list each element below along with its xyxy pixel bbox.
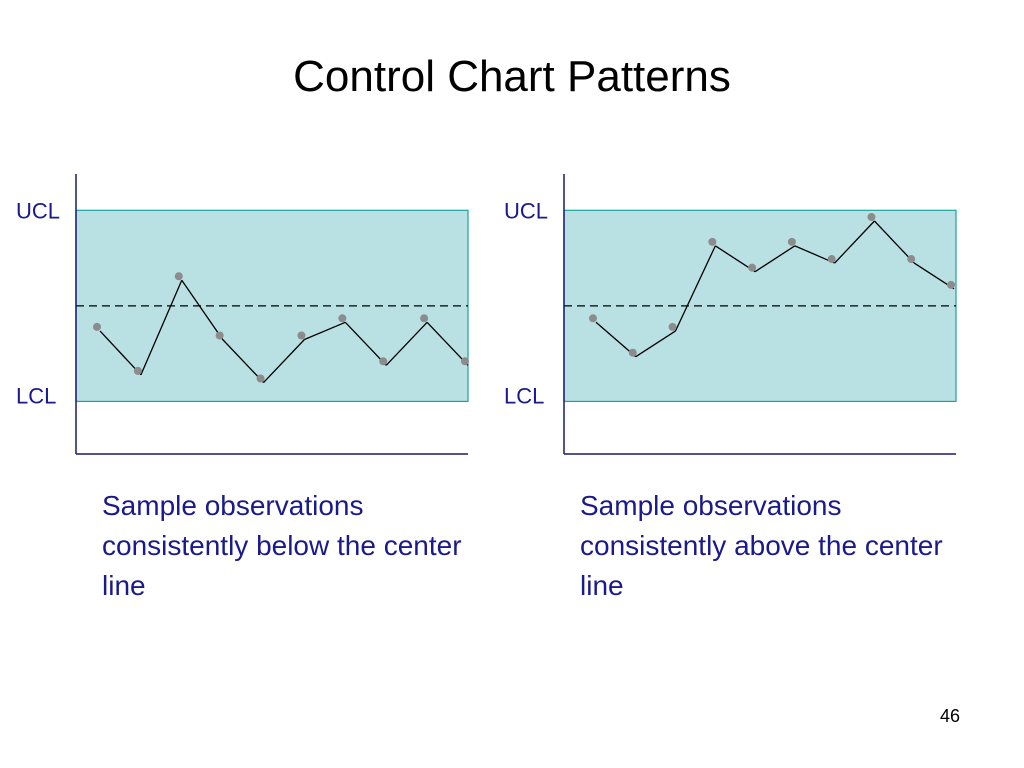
series-line-segment bbox=[635, 330, 676, 358]
ucl-label: UCL bbox=[504, 198, 548, 223]
data-point bbox=[947, 280, 955, 289]
data-point bbox=[133, 366, 142, 375]
series-line-segment bbox=[344, 321, 387, 366]
data-point bbox=[748, 263, 757, 272]
data-point bbox=[379, 357, 388, 366]
data-point bbox=[787, 237, 796, 246]
data-point bbox=[867, 213, 876, 222]
data-point bbox=[93, 322, 101, 331]
data-point bbox=[420, 314, 429, 323]
control-chart-below: UCL LCL bbox=[16, 174, 469, 455]
series-line-segment bbox=[140, 279, 183, 376]
series-line-segment bbox=[385, 321, 428, 366]
data-point bbox=[827, 255, 836, 264]
series-line-segment bbox=[181, 279, 224, 340]
ucl-label: UCL bbox=[16, 198, 60, 223]
lcl-label: LCL bbox=[16, 383, 56, 408]
data-series bbox=[93, 272, 469, 383]
data-point bbox=[297, 331, 306, 340]
caption-above-pattern: Sample observations consistently above t… bbox=[580, 490, 943, 601]
series-line-segment bbox=[426, 321, 469, 366]
series-line-segment bbox=[263, 339, 305, 383]
series-line-segment bbox=[754, 245, 796, 273]
data-point bbox=[256, 374, 265, 383]
data-point bbox=[174, 272, 183, 281]
data-point bbox=[628, 348, 637, 357]
series-line-segment bbox=[304, 321, 346, 341]
data-point bbox=[215, 331, 224, 340]
data-series bbox=[589, 213, 955, 358]
data-point bbox=[589, 314, 597, 323]
page-number: 46 bbox=[939, 706, 961, 726]
series-line-segment bbox=[834, 220, 875, 264]
slide-title: Control Chart Patterns bbox=[293, 52, 731, 101]
caption-below-pattern: Sample observations consistently below t… bbox=[102, 490, 462, 601]
control-chart-above: UCL LCL bbox=[504, 174, 957, 455]
data-point bbox=[461, 357, 469, 366]
data-point bbox=[668, 322, 677, 331]
series-line-segment bbox=[674, 245, 716, 332]
lcl-label: LCL bbox=[504, 383, 544, 408]
data-point bbox=[907, 255, 916, 264]
data-point bbox=[338, 314, 347, 323]
series-line-segment bbox=[99, 330, 142, 376]
series-line-segment bbox=[595, 321, 637, 358]
series-line-segment bbox=[873, 220, 915, 264]
series-line-segment bbox=[222, 339, 265, 383]
data-point bbox=[708, 237, 717, 246]
